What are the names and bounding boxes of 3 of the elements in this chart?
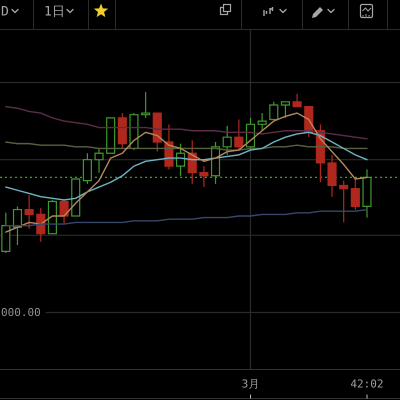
annotation: 1日 xyxy=(44,4,65,20)
annotation: 000.00 xyxy=(1,306,41,319)
annotation: D xyxy=(1,4,9,20)
